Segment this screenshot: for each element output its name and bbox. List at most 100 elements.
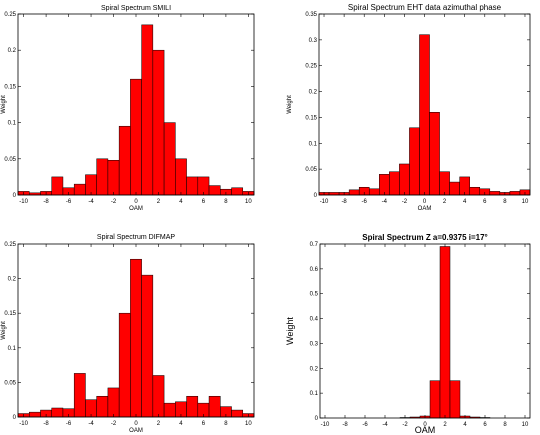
x-tick-label: 2 (443, 199, 447, 205)
x-tick-label: -10 (321, 422, 330, 428)
x-tick-label: -10 (19, 199, 28, 205)
x-tick-label: -4 (382, 199, 388, 205)
x-tick-label: -10 (320, 199, 329, 205)
y-tick-label: 0.1 (309, 141, 318, 147)
x-tick-label: 10 (522, 422, 529, 428)
y-tick-label: 0.2 (8, 277, 17, 283)
chart-difmap-svg: Spiral Spectrum DIFMAP -10 -8 -6 -4 -2 0 2 4 6 8 10… (1, 234, 255, 434)
bar (141, 274, 154, 418)
bar (96, 158, 109, 196)
bar (73, 373, 86, 418)
x-tick-label: -8 (43, 199, 49, 205)
bar (107, 159, 120, 196)
bar (175, 158, 187, 196)
y-tick-label: 0 (13, 193, 17, 199)
bar (439, 171, 450, 196)
bar (469, 186, 481, 196)
chart-z-svg: Spiral Spectrum Z a=0.9375 i=17° -10 -8 -6 -… (285, 233, 531, 435)
y-tick-label: 0.05 (4, 157, 16, 163)
bar (208, 185, 221, 196)
y-tick-label: 0.1 (310, 391, 319, 397)
x-tick-label: 0 (423, 199, 427, 205)
y-tick-label: 0 (314, 193, 318, 199)
bar (489, 191, 501, 196)
x-tick-label: 2 (157, 199, 161, 205)
bar (152, 375, 165, 418)
bar (163, 402, 176, 418)
bar (73, 183, 86, 196)
x-tick-label: -6 (362, 199, 368, 205)
chart-title: Spiral Spectrum SMILI (101, 5, 171, 12)
bar (107, 387, 120, 418)
x-tick-label: -8 (341, 199, 347, 205)
x-tick-label: -2 (402, 422, 408, 428)
bar (399, 163, 410, 196)
x-tick-label: -6 (66, 421, 72, 427)
x-tick-label: 8 (224, 421, 228, 427)
y-tick-label: 0 (13, 415, 17, 421)
chart-z: Spiral Spectrum Z a=0.9375 i=17° -10 -8 -6 -… (270, 225, 540, 435)
y-tick-label: 0.3 (310, 341, 319, 347)
y-tick-label: 0.1 (8, 346, 17, 352)
x-tick-label: -4 (382, 422, 388, 428)
x-tick-label: 4 (463, 199, 467, 205)
x-tick-label: 0 (134, 199, 138, 205)
x-tick-label: 8 (224, 199, 228, 205)
y-axis-label: Weight (287, 95, 293, 114)
x-tick-label: 2 (157, 421, 161, 427)
bar (509, 191, 521, 196)
y-tick-label: 0.35 (305, 12, 317, 18)
bar (186, 176, 199, 196)
bar (449, 380, 461, 419)
x-tick-label: -4 (88, 199, 94, 205)
chart-title: Spiral Spectrum DIFMAP (97, 234, 176, 241)
bar (389, 171, 400, 196)
y-tick-label: 0.15 (4, 311, 16, 317)
bar (118, 125, 131, 196)
y-tick-label: 0.6 (310, 267, 319, 273)
bar (130, 258, 142, 418)
x-tick-label: 8 (503, 199, 507, 205)
chart-title: Spiral Spectrum EHT data azimuthal phase (348, 3, 502, 12)
x-tick-label: 6 (483, 422, 487, 428)
y-tick-label: 0.3 (309, 38, 318, 44)
x-tick-label: 10 (245, 199, 252, 205)
x-tick-label: -10 (19, 421, 28, 427)
bar (186, 395, 199, 418)
bar (231, 187, 244, 196)
x-tick-label: -6 (66, 199, 72, 205)
x-tick-label: 2 (443, 422, 447, 428)
y-axis-label: Weight (1, 321, 7, 340)
chart-smili-svg: Spiral Spectrum SMILI -10 -8 -6 -4 -2 0 2 4 6 8 10 0… (1, 5, 255, 210)
bar (368, 188, 380, 196)
x-tick-label: 6 (202, 421, 206, 427)
y-tick-label: 0.1 (8, 121, 17, 127)
chart-eht-svg: Spiral Spectrum EHT data azimuthal phase… (287, 3, 531, 210)
y-tick-label: 0.2 (309, 90, 318, 96)
bar (141, 24, 154, 196)
x-axis-label: OAM (129, 206, 143, 210)
bar (28, 411, 41, 418)
plot-frame (319, 243, 531, 419)
chart-eht: Spiral Spectrum EHT data azimuthal phase… (270, 0, 540, 210)
y-tick-label: 0.05 (305, 167, 317, 173)
x-tick-label: 6 (202, 199, 206, 205)
x-tick-label: -2 (111, 421, 117, 427)
y-tick-label: 0.2 (310, 366, 319, 372)
bar (379, 174, 390, 196)
x-tick-label: -8 (43, 421, 49, 427)
bar (449, 181, 460, 196)
y-tick-label: 0.7 (310, 242, 319, 248)
bar (348, 189, 360, 196)
y-tick-label: 0.4 (310, 317, 319, 323)
y-axis-label: Weight (1, 95, 7, 114)
y-tick-label: 0.15 (305, 115, 317, 121)
y-tick-label: 0.2 (8, 48, 17, 54)
bar (429, 112, 440, 196)
bar (51, 407, 64, 418)
y-axis-label: Weight (285, 317, 295, 345)
bar (96, 395, 109, 418)
x-tick-label: -2 (402, 199, 408, 205)
x-tick-label: -4 (88, 421, 94, 427)
bar (439, 246, 451, 419)
